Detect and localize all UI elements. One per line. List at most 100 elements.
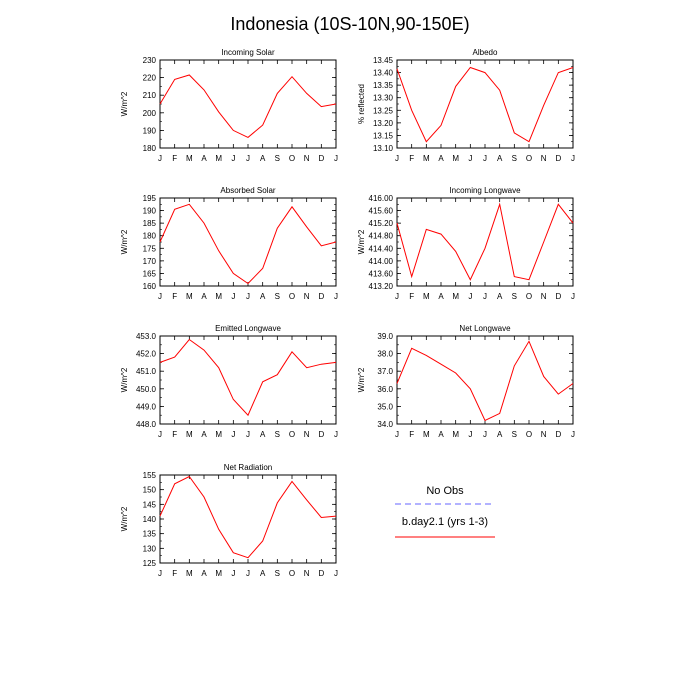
- x-tick-label: A: [497, 292, 503, 301]
- x-tick-label: O: [289, 430, 295, 439]
- y-tick-label: 36.0: [377, 385, 393, 394]
- y-tick-label: 452.0: [136, 350, 157, 359]
- x-tick-label: N: [541, 292, 547, 301]
- x-tick-label: A: [260, 430, 266, 439]
- x-tick-label: N: [304, 430, 310, 439]
- x-tick-label: J: [571, 292, 575, 301]
- panel-incoming-longwave: Incoming Longwave W/m^2 413.20 413.60 414.00…: [357, 186, 575, 301]
- x-tick-label: J: [334, 154, 338, 163]
- x-tick-label: M: [186, 154, 193, 163]
- x-tick-label: N: [304, 292, 310, 301]
- panel-title: Net Radiation: [224, 463, 272, 472]
- y-tick-label: 180: [143, 232, 157, 241]
- y-tick-label: 170: [143, 257, 157, 266]
- y-tick-label: 210: [143, 91, 157, 100]
- x-tick-label: J: [395, 292, 399, 301]
- x-tick-label: J: [334, 292, 338, 301]
- x-tick-label: J: [468, 154, 472, 163]
- x-tick-label: J: [158, 430, 162, 439]
- x-tick-label: O: [289, 569, 295, 578]
- x-tick-label: A: [438, 292, 444, 301]
- y-axis-label: W/m^2: [120, 91, 129, 116]
- x-tick-label: J: [571, 154, 575, 163]
- x-tick-label: J: [483, 292, 487, 301]
- x-tick-label: A: [260, 154, 266, 163]
- y-tick-label: 13.40: [373, 69, 394, 78]
- y-tick-label: 190: [143, 126, 157, 135]
- x-tick-label: J: [395, 154, 399, 163]
- x-tick-label: J: [246, 569, 250, 578]
- panel-title: Incoming Solar: [221, 48, 275, 57]
- x-tick-label: F: [409, 430, 414, 439]
- x-tick-label: A: [438, 430, 444, 439]
- y-tick-label: 450.0: [136, 385, 157, 394]
- y-tick-label: 160: [143, 282, 157, 291]
- x-tick-label: M: [423, 292, 430, 301]
- x-tick-label: J: [246, 292, 250, 301]
- x-tick-label: J: [246, 154, 250, 163]
- y-tick-label: 135: [143, 530, 157, 539]
- x-tick-label: M: [215, 569, 222, 578]
- y-tick-label: 39.0: [377, 332, 393, 341]
- x-tick-label: S: [512, 430, 517, 439]
- x-tick-label: M: [186, 430, 193, 439]
- x-tick-label: N: [304, 569, 310, 578]
- x-tick-label: F: [172, 154, 177, 163]
- y-tick-label: 140: [143, 515, 157, 524]
- x-tick-label: J: [158, 154, 162, 163]
- panel-emitted-longwave: Emitted Longwave W/m^2 448.0 449.0 450.0 451.…: [120, 324, 338, 439]
- x-tick-label: N: [541, 430, 547, 439]
- y-axis-label: W/m^2: [120, 506, 129, 531]
- x-tick-label: M: [186, 569, 193, 578]
- y-tick-label: 165: [143, 269, 157, 278]
- y-tick-label: 13.15: [373, 131, 394, 140]
- x-tick-label: A: [260, 569, 266, 578]
- x-tick-label: N: [304, 154, 310, 163]
- y-axis-label: W/m^2: [120, 229, 129, 254]
- x-tick-label: D: [555, 430, 561, 439]
- x-tick-label: S: [275, 154, 280, 163]
- y-tick-label: 13.20: [373, 119, 394, 128]
- y-tick-label: 13.25: [373, 106, 394, 115]
- x-tick-label: J: [246, 430, 250, 439]
- y-axis-label: % reflected: [357, 84, 366, 124]
- y-axis-label: W/m^2: [357, 229, 366, 254]
- y-tick-label: 180: [143, 144, 157, 153]
- y-axis-label: W/m^2: [357, 367, 366, 392]
- y-tick-label: 13.30: [373, 94, 394, 103]
- x-tick-label: M: [423, 430, 430, 439]
- x-tick-label: M: [452, 154, 459, 163]
- y-tick-label: 230: [143, 56, 157, 65]
- panel-absorbed-solar: Absorbed Solar W/m^2 160 165 170 175 180 185 190…: [120, 186, 338, 301]
- x-tick-label: M: [452, 292, 459, 301]
- x-tick-label: S: [275, 430, 280, 439]
- x-tick-label: M: [215, 154, 222, 163]
- panel-title: Absorbed Solar: [220, 186, 275, 195]
- series-line: [159, 74, 337, 138]
- x-tick-label: A: [201, 292, 207, 301]
- x-tick-label: A: [438, 154, 444, 163]
- x-tick-label: D: [555, 292, 561, 301]
- x-tick-label: O: [526, 430, 532, 439]
- y-tick-label: 200: [143, 109, 157, 118]
- y-tick-label: 414.80: [369, 232, 394, 241]
- y-tick-label: 155: [143, 471, 157, 480]
- x-tick-label: J: [483, 430, 487, 439]
- panel-title: Albedo: [473, 48, 498, 57]
- series-line: [396, 340, 574, 422]
- series-line: [159, 338, 337, 417]
- x-tick-label: O: [289, 292, 295, 301]
- panel-title: Emitted Longwave: [215, 324, 281, 333]
- x-tick-label: F: [409, 292, 414, 301]
- y-tick-label: 35.0: [377, 402, 393, 411]
- panel-albedo: Albedo % reflected 13.10 13.15 13.20 13.25 13.…: [357, 48, 575, 163]
- x-tick-label: M: [423, 154, 430, 163]
- legend-obs-label: No Obs: [426, 485, 464, 497]
- x-tick-label: F: [172, 292, 177, 301]
- y-tick-label: 190: [143, 207, 157, 216]
- y-tick-label: 416.00: [369, 194, 394, 203]
- x-tick-label: J: [231, 430, 235, 439]
- x-tick-label: O: [526, 292, 532, 301]
